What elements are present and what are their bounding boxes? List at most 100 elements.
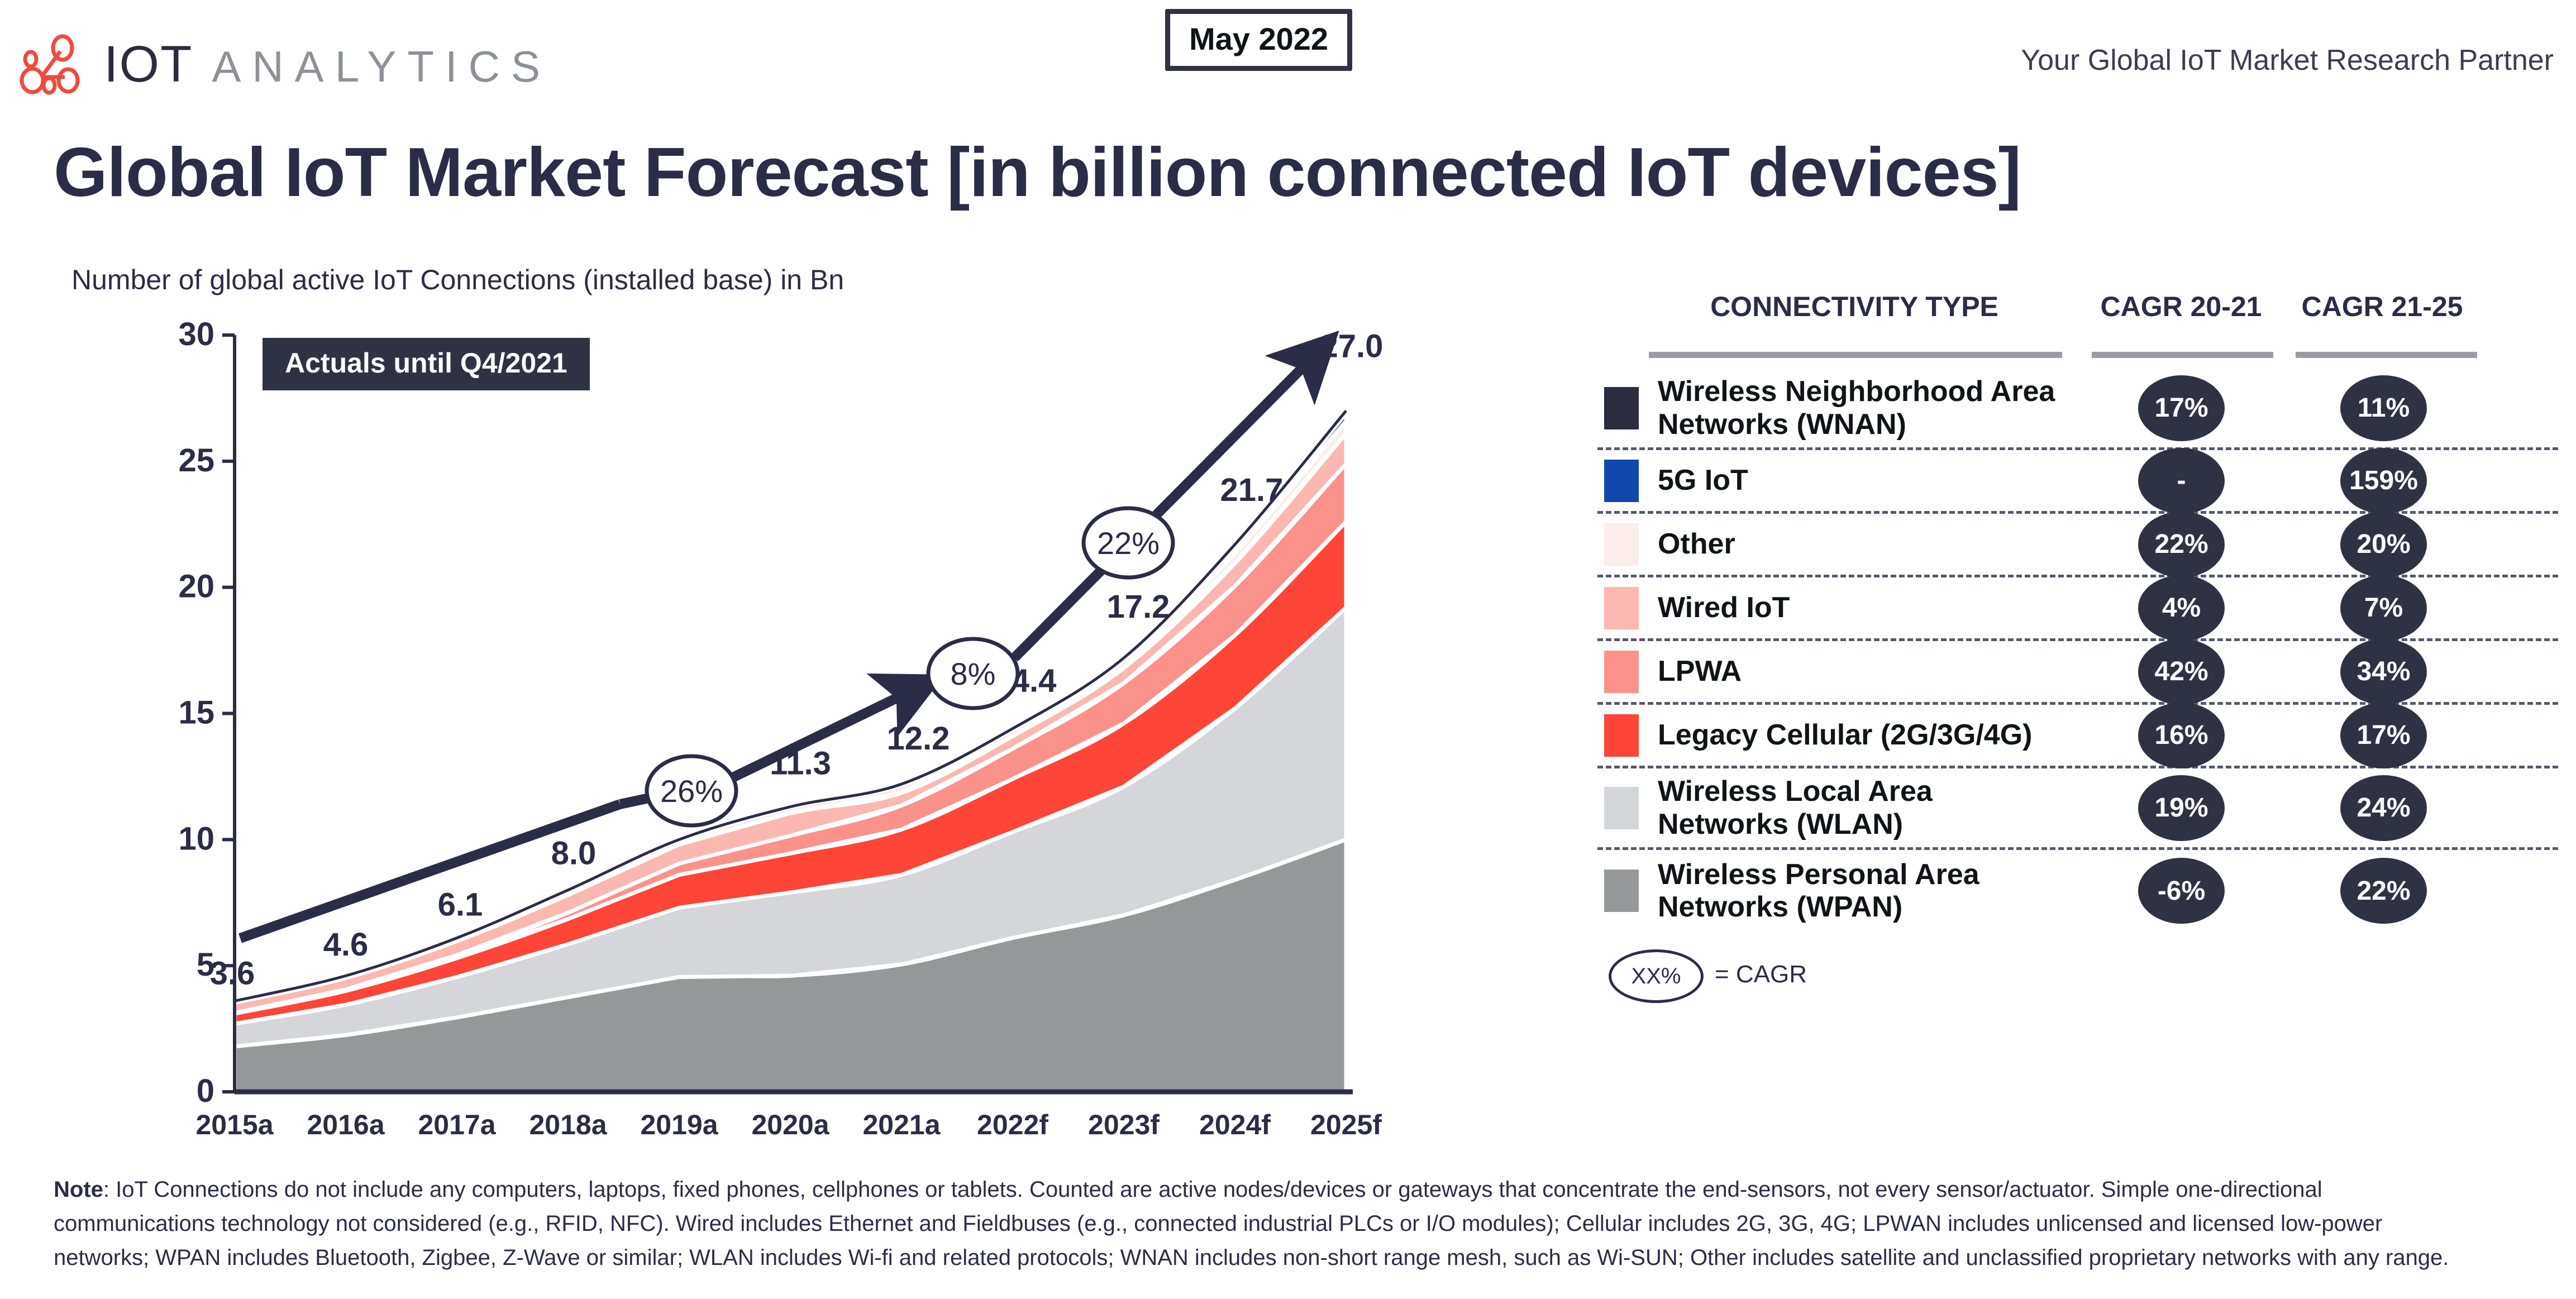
- cagr-21-25-badge: 159%: [2340, 447, 2427, 514]
- cagr-arrow-segment: [724, 674, 946, 786]
- legend-header-row: CONNECTIVITY TYPE CAGR 20-21 CAGR 21-25: [1597, 290, 2558, 352]
- x-axis-label: 2020a: [751, 1109, 829, 1140]
- data-value-label: 3.6: [210, 955, 255, 991]
- chart-subtitle: Number of global active IoT Connections …: [71, 264, 845, 295]
- legend-color-swatch: [1604, 714, 1639, 757]
- footnote-body: : IoT Connections do not include any com…: [54, 1177, 2449, 1270]
- cagr-key-text: = CAGR: [1715, 961, 1807, 988]
- x-axis-label: 2022f: [977, 1109, 1048, 1140]
- data-value-label: 12.2: [887, 720, 950, 757]
- legend-header-rules: [1597, 352, 2558, 369]
- cagr-21-25-badge: 7%: [2340, 575, 2427, 641]
- footnote-prefix: Note: [54, 1177, 103, 1202]
- legend-rows: Wireless Neighborhood Area Networks (WNA…: [1597, 369, 2558, 932]
- legend-row: LPWA 42% 34%: [1597, 638, 2558, 705]
- stacked-area-chart: 0510152025303.64.66.18.010.011.312.214.4…: [0, 313, 1620, 1150]
- y-axis-tick-label: 20: [178, 569, 214, 605]
- chart-canvas: 0510152025303.64.66.18.010.011.312.214.4…: [178, 316, 1384, 1109]
- x-axis-label: 2015a: [195, 1109, 274, 1140]
- data-value-label: 6.1: [438, 886, 483, 923]
- tagline: Your Global IoT Market Research Partner: [2021, 44, 2554, 77]
- logo-secondary-text: ANALYTICS: [212, 41, 551, 91]
- x-axis-label: 2025f: [1310, 1109, 1382, 1140]
- legend-color-swatch: [1604, 870, 1639, 912]
- cagr-20-21-badge: -6%: [2138, 858, 2225, 924]
- rule-connectivity-type: [1649, 352, 2062, 358]
- cagr-20-21-badge: 22%: [2138, 511, 2225, 577]
- footnote: Note: IoT Connections do not include any…: [54, 1173, 2467, 1274]
- cagr-bubble-label: 8%: [951, 656, 996, 691]
- legend-row: Legacy Cellular (2G/3G/4G) 16% 17%: [1597, 702, 2558, 768]
- legend-header-cagr-21-25: CAGR 21-25: [2301, 291, 2463, 322]
- data-value-label: 8.0: [551, 835, 597, 872]
- date-badge: May 2022: [1165, 9, 1353, 71]
- y-axis-tick-label: 30: [178, 316, 214, 352]
- legend-row-label: Other: [1658, 528, 1735, 561]
- legend-row: Wired IoT 4% 7%: [1597, 575, 2558, 641]
- legend-row-label: 5G IoT: [1658, 464, 1748, 497]
- cagr-20-21-badge: 19%: [2138, 775, 2225, 841]
- x-axis-labels: 2015a 2016a 2017a 2018a 2019a 2020a 2021a 2022f…: [0, 1109, 1620, 1148]
- cagr-bubble: [645, 754, 738, 828]
- x-axis-label: 2019a: [640, 1109, 718, 1140]
- legend-row: Other 22% 20%: [1597, 511, 2558, 577]
- cagr-20-21-badge: -: [2138, 447, 2225, 514]
- y-axis-tick-label: 10: [178, 820, 214, 857]
- rule-cagr-20-21: [2092, 352, 2273, 358]
- legend-color-swatch: [1604, 786, 1639, 829]
- legend-row: 5G IoT - 159%: [1597, 447, 2558, 514]
- date-badge-label: May 2022: [1189, 21, 1329, 56]
- x-axis-label: 2016a: [307, 1109, 385, 1140]
- cagr-20-21-badge: 4%: [2138, 575, 2225, 641]
- legend-row-label: Wireless Personal Area Networks (WPAN): [1658, 858, 1979, 923]
- legend-row-label: Wired IoT: [1658, 591, 1790, 624]
- cagr-bubble-label: 26%: [660, 773, 723, 809]
- legend-header-cagr-20-21: CAGR 20-21: [2100, 291, 2262, 322]
- x-axis-label: 2021a: [862, 1109, 941, 1140]
- legend-row-label: Wireless Neighborhood Area Networks (WNA…: [1658, 375, 2055, 441]
- iot-analytics-logo: IOT ANALYTICS: [17, 34, 551, 95]
- y-axis-tick-label: 15: [178, 695, 214, 731]
- cagr-bubble-label: 22%: [1097, 526, 1160, 561]
- cagr-21-25-badge: 34%: [2340, 638, 2427, 705]
- data-value-label: 4.6: [323, 927, 369, 963]
- cagr-bubble: [1081, 506, 1175, 580]
- x-axis-label: 2017a: [418, 1109, 496, 1140]
- legend-row: Wireless Neighborhood Area Networks (WNA…: [1597, 369, 2558, 450]
- x-axis-label: 2023f: [1088, 1109, 1160, 1140]
- cagr-arrow-segment: [238, 799, 622, 943]
- cagr-21-25-badge: 20%: [2340, 511, 2427, 577]
- logo-wordmark: IOT ANALYTICS: [104, 35, 551, 94]
- cagr-21-25-badge: 24%: [2340, 775, 2427, 841]
- cagr-21-25-badge: 17%: [2340, 702, 2427, 768]
- cagr-key: XX% = CAGR: [1597, 945, 2558, 1012]
- iot-node-graph-icon: [17, 34, 89, 95]
- legend-header-connectivity-type: CONNECTIVITY TYPE: [1710, 291, 1998, 322]
- logo-primary-text: IOT: [104, 35, 193, 93]
- page-header: IOT ANALYTICS May 2022 Your Global IoT M…: [0, 0, 2576, 112]
- data-value-label: 17.2: [1107, 589, 1170, 625]
- cagr-key-bubble: XX%: [1609, 949, 1704, 1003]
- x-axis-label: 2018a: [529, 1109, 607, 1140]
- legend-table: CONNECTIVITY TYPE CAGR 20-21 CAGR 21-25 …: [1597, 290, 2558, 1012]
- y-axis-tick-label: 25: [178, 442, 214, 479]
- cagr-20-21-badge: 17%: [2138, 375, 2225, 441]
- legend-row: Wireless Local Area Networks (WLAN) 19% 24…: [1597, 768, 2558, 850]
- legend-color-swatch: [1604, 459, 1639, 502]
- y-axis-tick-label: 5: [197, 947, 214, 983]
- y-axis-tick-label: 0: [197, 1073, 214, 1109]
- page-title: Global IoT Market Forecast [in billion c…: [54, 134, 2021, 211]
- rule-cagr-21-25: [2296, 352, 2477, 358]
- legend-row-label: LPWA: [1658, 655, 1742, 688]
- cagr-21-25-badge: 11%: [2340, 375, 2427, 441]
- cagr-20-21-badge: 16%: [2138, 702, 2225, 768]
- actuals-badge: Actuals until Q4/2021: [263, 338, 590, 390]
- legend-row: Wireless Personal Area Networks (WPAN) -6…: [1597, 850, 2558, 932]
- data-value-label: 27.0: [1320, 328, 1384, 365]
- legend-color-swatch: [1604, 386, 1639, 429]
- legend-color-swatch: [1604, 650, 1639, 693]
- data-value-label: 21.7: [1220, 472, 1284, 508]
- legend-color-swatch: [1604, 586, 1639, 629]
- legend-color-swatch: [1604, 523, 1639, 566]
